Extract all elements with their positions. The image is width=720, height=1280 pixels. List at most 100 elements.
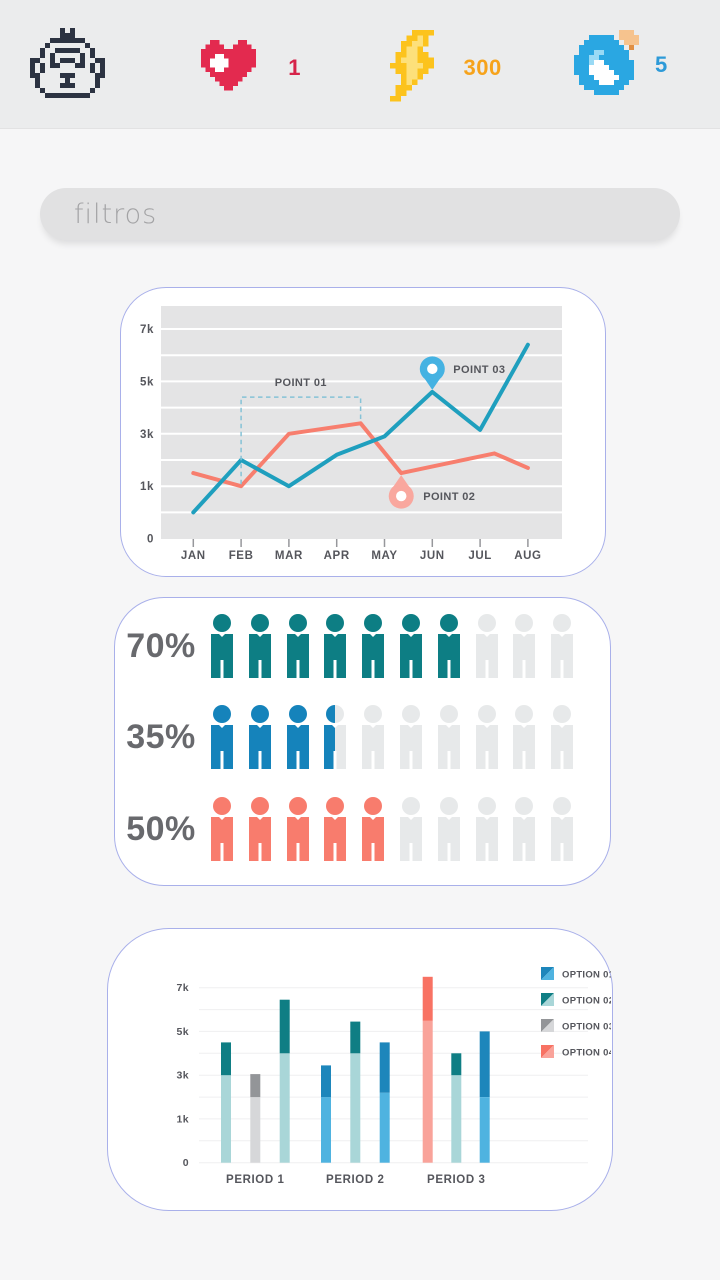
pictograph-row: 50% xyxy=(115,796,576,862)
bar-segment-dark xyxy=(279,999,290,1054)
month-label: JUL xyxy=(468,550,492,562)
line-chart-card: 0 1k 3k 5k 7k JAN FEB MAR APR MAY JUN JUL AUG POINT 0… xyxy=(120,287,606,577)
period-label: PERIOD 1 xyxy=(226,1174,284,1186)
percent-label: 35% xyxy=(126,717,196,756)
person-icon xyxy=(211,614,233,678)
robot-icon xyxy=(30,28,105,103)
health-stat: 1 xyxy=(201,40,301,96)
bar-segment-light xyxy=(350,1053,361,1163)
person-icon xyxy=(248,797,271,861)
filter-input[interactable] xyxy=(40,188,680,240)
bar-segment-dark xyxy=(321,1065,331,1098)
water-orb-icon xyxy=(574,30,639,100)
bar-segment-light xyxy=(321,1097,331,1163)
month-label: MAR xyxy=(275,550,303,562)
pictograph-card: 70% 35% 50% xyxy=(114,597,611,886)
percent-label: 50% xyxy=(126,809,196,848)
annotation-point01: POINT 01 xyxy=(275,377,327,389)
bar-y-axis-label: 5k xyxy=(177,1026,189,1038)
health-count: 1 xyxy=(288,54,301,80)
bar-segment-dark xyxy=(379,1042,390,1093)
person-icon xyxy=(362,797,385,861)
legend-label: OPTION 02 xyxy=(562,996,611,1007)
bar-segment-dark xyxy=(451,1053,462,1076)
bar-segment-dark xyxy=(422,976,433,1021)
heart-icon xyxy=(201,40,257,96)
person-icon xyxy=(513,797,536,861)
bar-segment-light xyxy=(422,1020,433,1163)
bar-segment-light xyxy=(279,1053,290,1163)
person-icon xyxy=(551,705,574,769)
bar-segment-dark xyxy=(479,1031,490,1097)
bar-segment-light xyxy=(221,1075,231,1163)
person-icon xyxy=(248,705,271,769)
pictograph-row: 70% xyxy=(115,613,576,679)
legend-label: OPTION 04 xyxy=(562,1048,611,1059)
month-label: FEB xyxy=(229,550,254,562)
bar-segment-light xyxy=(451,1075,462,1163)
bar-y-axis-label: 7k xyxy=(177,982,189,994)
person-icon xyxy=(437,614,460,678)
person-icon xyxy=(362,705,385,769)
person-icon xyxy=(211,705,233,769)
person-icon-half xyxy=(324,705,347,769)
person-icon xyxy=(399,705,422,769)
energy-stat: 300 xyxy=(390,30,502,107)
person-icon xyxy=(551,797,574,861)
hud-bar: 1 300 5 xyxy=(0,0,720,129)
percent-label: 70% xyxy=(126,626,196,665)
person-icon xyxy=(475,797,498,861)
annotation-point03: POINT 03 xyxy=(453,364,505,376)
legend-label: OPTION 03 xyxy=(562,1022,611,1033)
period-label: PERIOD 2 xyxy=(326,1174,384,1186)
legend-label: OPTION 01 xyxy=(562,970,611,981)
bar-y-axis-label: 0 xyxy=(183,1157,189,1169)
y-axis-label: 0 xyxy=(147,534,154,546)
avatar[interactable] xyxy=(30,28,105,103)
month-label: JUN xyxy=(420,550,445,562)
bar-segment-dark xyxy=(350,1021,361,1054)
filter-bar xyxy=(40,188,680,240)
y-axis-label: 7k xyxy=(140,324,154,336)
bar-chart-card: 0 1k 3k 5k 7k PERIOD 1 PERIOD 2 PERIOD 3 OPTION … xyxy=(107,928,613,1211)
y-axis-label: 1k xyxy=(140,481,154,493)
person-icon xyxy=(286,614,309,678)
bar-segment-light xyxy=(479,1097,490,1163)
person-icon xyxy=(475,614,498,678)
energy-count: 300 xyxy=(463,55,502,81)
person-icon xyxy=(248,614,271,678)
month-label: JAN xyxy=(181,550,206,562)
potion-count: 5 xyxy=(655,52,668,77)
person-icon xyxy=(437,797,460,861)
month-label: AUG xyxy=(514,550,541,562)
bar-segment-dark xyxy=(250,1074,261,1098)
bar-segment-dark xyxy=(221,1042,231,1076)
month-label: MAY xyxy=(371,550,397,562)
stacked-bar-chart: 0 1k 3k 5k 7k PERIOD 1 PERIOD 2 PERIOD 3 OPTION … xyxy=(177,967,611,1186)
pictograph-row: 35% xyxy=(115,704,576,770)
potion-stat: 5 xyxy=(574,30,668,100)
person-icon xyxy=(362,614,385,678)
person-icon xyxy=(324,614,347,678)
person-icon xyxy=(211,797,233,861)
person-icon xyxy=(513,614,536,678)
bar-y-axis-label: 1k xyxy=(177,1113,189,1125)
person-icon xyxy=(513,705,536,769)
bar-y-axis-label: 3k xyxy=(177,1070,189,1082)
person-icon xyxy=(551,614,574,678)
bar-segment-light xyxy=(250,1097,261,1163)
period-label: PERIOD 3 xyxy=(427,1174,485,1186)
person-icon xyxy=(475,705,498,769)
person-icon xyxy=(286,797,309,861)
person-icon xyxy=(399,797,422,861)
line-chart: 0 1k 3k 5k 7k JAN FEB MAR APR MAY JUN JUL AUG POINT 0… xyxy=(140,306,562,562)
person-icon xyxy=(286,705,309,769)
bar-segment-light xyxy=(379,1092,390,1163)
lightning-icon xyxy=(390,30,440,107)
person-icon xyxy=(437,705,460,769)
y-axis-label: 3k xyxy=(140,429,154,441)
month-label: APR xyxy=(324,550,350,562)
annotation-point02: POINT 02 xyxy=(423,491,475,503)
person-icon xyxy=(399,614,422,678)
